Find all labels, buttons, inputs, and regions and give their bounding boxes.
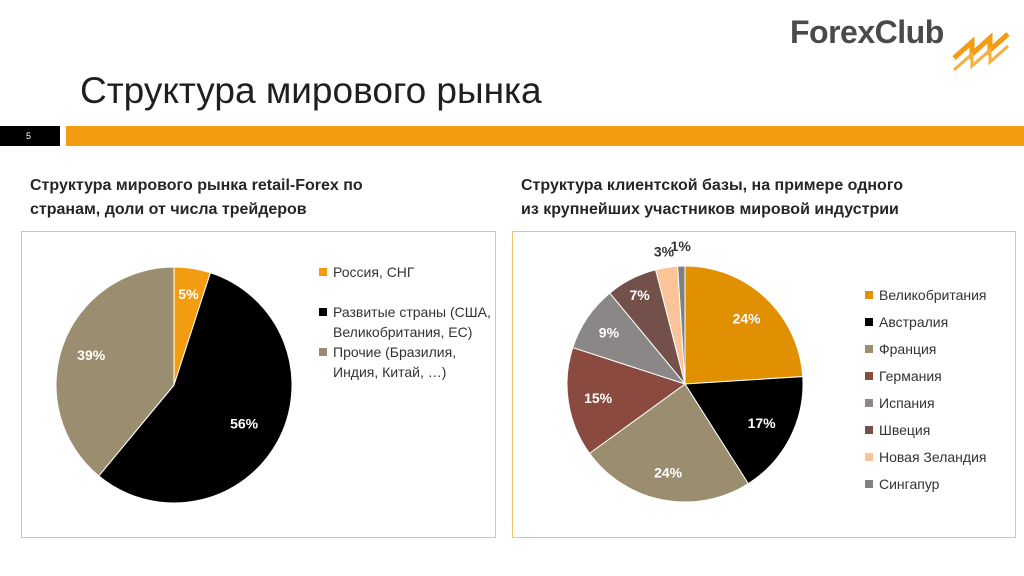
- logo: ForexClub: [790, 12, 944, 52]
- right-pie-slice-1: [684, 265, 804, 385]
- left-legend-swatch-3: [319, 348, 327, 356]
- right-legend-item-7: Новая Зеландия: [865, 444, 1015, 471]
- right-legend-swatch-6: [865, 426, 873, 434]
- right-chart-subtitle: Структура клиентской базы, на примере од…: [521, 174, 961, 222]
- left-legend-item-3: Прочие (Бразилия, Индия, Китай, …): [319, 342, 494, 382]
- right-legend-item-1: Великобритания: [865, 282, 1015, 309]
- left-chart-legend: Россия, СНГ Развитые страны (США, Великоб…: [319, 262, 494, 402]
- logo-zigzag-icon: [952, 32, 1010, 72]
- left-data-label-3: 39%: [77, 347, 106, 363]
- accent-bar: [66, 126, 1024, 146]
- right-legend-label-5: Испания: [879, 395, 935, 411]
- right-legend-swatch-5: [865, 399, 873, 407]
- left-subtitle-line1: Структура мирового рынка retail-Forex по: [30, 177, 363, 194]
- right-subtitle-line1: Структура клиентской базы, на примере од…: [521, 177, 904, 194]
- right-pie-chart: 24% 17% 24% 15% 9% 7% 3%1%: [566, 238, 804, 503]
- left-pie-slice-2: [98, 272, 293, 504]
- right-chart-panel: 24% 17% 24% 15% 9% 7% 3% 1% Великобритания Австр…: [512, 231, 1016, 538]
- left-legend-label-1: Россия, СНГ: [333, 264, 415, 280]
- right-chart-legend: Великобритания Австралия Франция Германия Ис…: [865, 282, 1015, 498]
- right-legend-label-6: Швеция: [879, 422, 931, 438]
- left-legend-label-3: Прочие (Бразилия, Индия, Китай, …): [333, 344, 457, 380]
- right-data-label-2: 17%: [748, 415, 777, 431]
- right-legend-label-4: Германия: [879, 368, 942, 384]
- left-pie-chart: 5% 56% 39%: [55, 266, 293, 504]
- left-data-label-2: 56%: [230, 416, 259, 432]
- right-data-label-3: 24%: [654, 464, 683, 480]
- right-legend-swatch-7: [865, 453, 873, 461]
- right-legend-swatch-8: [865, 480, 873, 488]
- right-pie-slice-4: [566, 346, 687, 455]
- right-data-label-1: 24%: [733, 310, 762, 326]
- left-legend-swatch-2: [319, 308, 327, 316]
- right-legend-swatch-3: [865, 345, 873, 353]
- logo-word-club: Club: [874, 14, 945, 50]
- left-pie-slice-3: [55, 266, 175, 477]
- left-legend-label-2: Развитые страны (США, Великобритания, ЕС…: [333, 304, 491, 340]
- right-legend-item-6: Швеция: [865, 417, 1015, 444]
- right-data-label-8: 1%: [671, 238, 692, 254]
- right-legend-item-5: Испания: [865, 390, 1015, 417]
- right-legend-label-7: Новая Зеландия: [879, 449, 987, 465]
- right-legend-label-2: Австралия: [879, 314, 949, 330]
- right-legend-item-3: Франция: [865, 336, 1015, 363]
- left-chart-subtitle: Структура мирового рынка retail-Forex по…: [30, 174, 450, 222]
- right-legend-label-8: Сингапур: [879, 476, 940, 492]
- right-legend-swatch-1: [865, 291, 873, 299]
- logo-word-forex: Forex: [790, 14, 875, 50]
- right-legend-swatch-2: [865, 318, 873, 326]
- left-chart-panel: 5% 56% 39% Россия, СНГ Развитые страны (США…: [21, 231, 496, 538]
- right-data-label-4: 15%: [584, 390, 613, 406]
- right-legend-swatch-4: [865, 372, 873, 380]
- right-subtitle-line2: из крупнейших участников мировой индустр…: [521, 201, 899, 218]
- right-legend-label-3: Франция: [879, 341, 937, 357]
- right-pie-slice-8: [677, 265, 686, 385]
- right-legend-label-1: Великобритания: [879, 287, 987, 303]
- right-data-label-7: 3%: [654, 244, 675, 260]
- left-legend-item-1: Россия, СНГ: [319, 262, 494, 282]
- slide-title: Структура мирового рынка: [80, 70, 542, 111]
- right-data-label-5: 9%: [599, 324, 620, 340]
- right-legend-item-8: Сингапур: [865, 471, 1015, 498]
- left-legend-swatch-1: [319, 268, 327, 276]
- left-legend-item-2: Развитые страны (США, Великобритания, ЕС…: [319, 302, 494, 342]
- right-data-label-6: 7%: [629, 287, 650, 303]
- page-number: 5: [0, 126, 60, 146]
- right-pie-slice-2: [684, 376, 804, 485]
- left-subtitle-line2: странам, доли от числа трейдеров: [30, 201, 307, 218]
- right-legend-item-2: Австралия: [865, 309, 1015, 336]
- right-pie-slice-3: [588, 383, 749, 503]
- left-data-label-1: 5%: [178, 286, 199, 302]
- right-legend-item-4: Германия: [865, 363, 1015, 390]
